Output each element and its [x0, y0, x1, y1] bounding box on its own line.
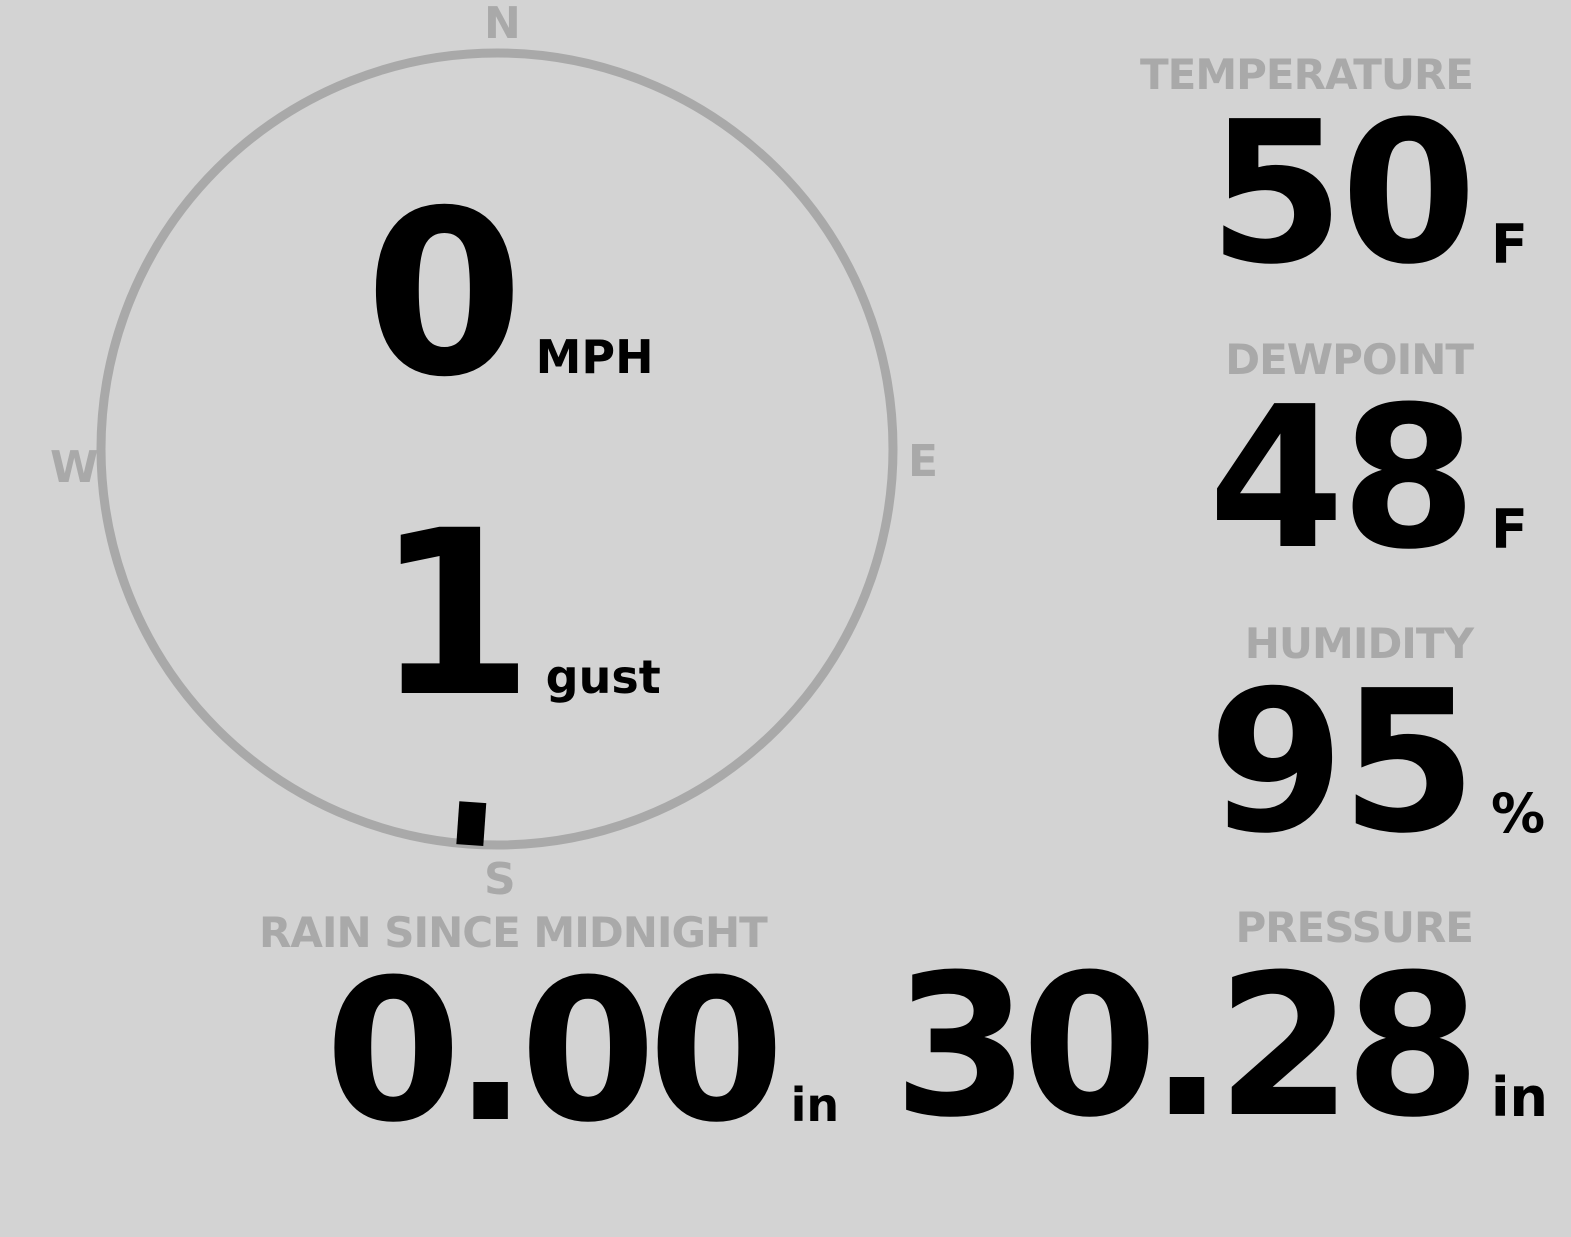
wind-gust-unit: gust: [545, 650, 661, 704]
pressure-label: PRESSURE: [1235, 903, 1474, 952]
temperature-unit: F: [1491, 213, 1528, 276]
wind-speed-unit: MPH: [535, 330, 654, 384]
humidity-unit: %: [1491, 782, 1546, 845]
pressure-card: PRESSURE 30.28 in: [893, 903, 1548, 1161]
humidity-label: HUMIDITY: [1244, 619, 1474, 668]
humidity-value: 95: [1208, 649, 1477, 877]
wind-speed-row: 0 MPH: [365, 180, 654, 408]
temperature-label: TEMPERATURE: [1140, 50, 1474, 99]
rain-unit: in: [790, 1078, 840, 1132]
wind-gust-row: 1 gust: [375, 500, 661, 728]
dewpoint-card: DEWPOINT 48 F: [1208, 335, 1528, 593]
compass-east-label: E: [908, 436, 939, 487]
temperature-card: TEMPERATURE 50 F: [1140, 50, 1528, 308]
wind-speed-value: 0: [365, 161, 524, 427]
compass-west-label: W: [50, 442, 99, 493]
dewpoint-value: 48: [1208, 365, 1477, 593]
rain-row: 0.00 in: [325, 954, 839, 1150]
compass-north-label: N: [484, 0, 521, 49]
pressure-value: 30.28: [893, 933, 1481, 1161]
compass-ring: [96, 48, 898, 850]
humidity-card: HUMIDITY 95%: [1208, 619, 1545, 877]
rain-label: RAIN SINCE MIDNIGHT: [259, 908, 768, 957]
wind-gust-value: 1: [375, 481, 534, 747]
wind-direction-indicator: [456, 801, 487, 847]
rain-value: 0.00: [325, 938, 785, 1166]
compass-south-label: S: [484, 854, 516, 905]
dewpoint-label: DEWPOINT: [1225, 335, 1474, 384]
pressure-unit: in: [1491, 1066, 1548, 1129]
temperature-value: 50: [1208, 80, 1477, 308]
dewpoint-unit: F: [1491, 498, 1528, 561]
